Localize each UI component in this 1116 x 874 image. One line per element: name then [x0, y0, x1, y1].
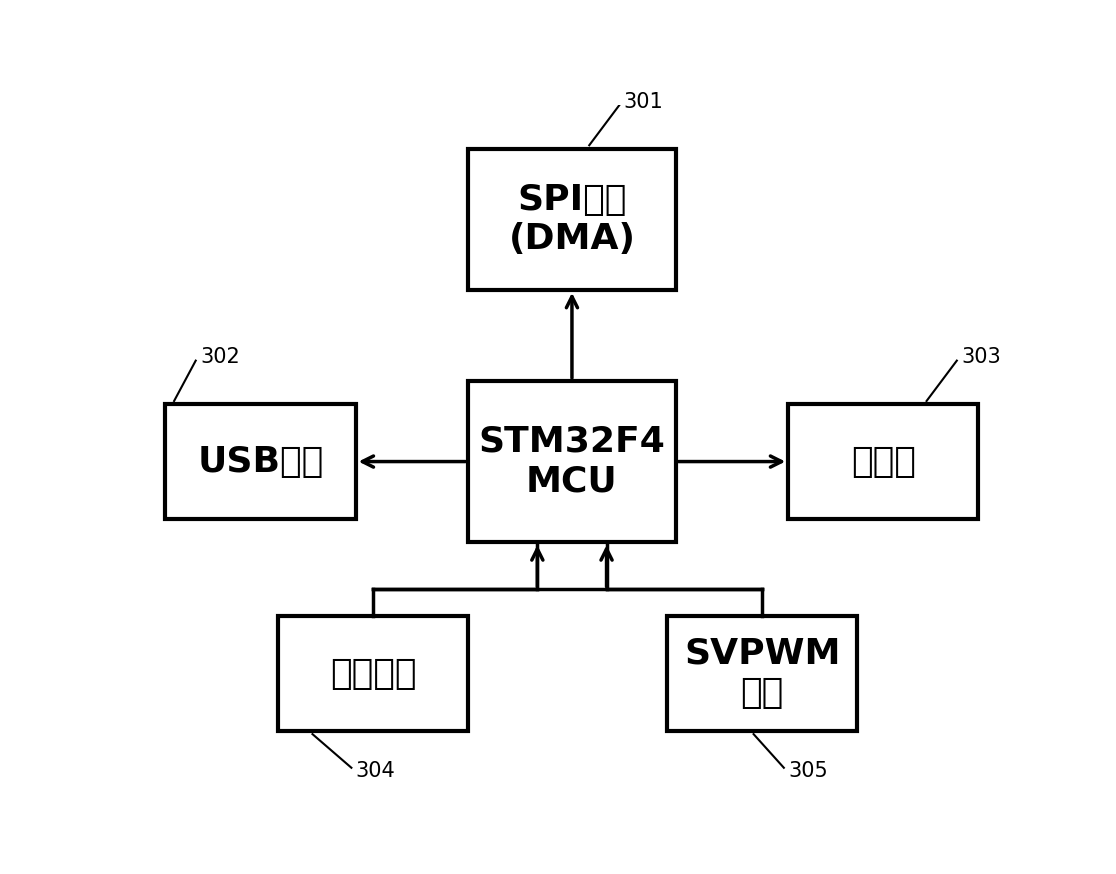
Text: USB通信: USB通信	[198, 445, 324, 479]
Text: 301: 301	[624, 92, 664, 112]
Text: SPI通信
(DMA): SPI通信 (DMA)	[509, 183, 635, 256]
Bar	[469, 381, 675, 542]
Bar	[469, 149, 675, 290]
Text: 303: 303	[961, 347, 1001, 367]
Text: SVPWM
接口: SVPWM 接口	[684, 637, 840, 711]
Text: 302: 302	[200, 347, 240, 367]
Text: 测试接口: 测试接口	[329, 656, 416, 690]
Bar	[667, 616, 857, 731]
Bar	[165, 405, 356, 519]
Bar	[278, 616, 469, 731]
Text: 304: 304	[356, 761, 395, 781]
Text: 305: 305	[788, 761, 828, 781]
Bar	[788, 405, 979, 519]
Text: STM32F4
MCU: STM32F4 MCU	[479, 425, 665, 498]
Text: 触摸屏: 触摸屏	[850, 445, 916, 479]
